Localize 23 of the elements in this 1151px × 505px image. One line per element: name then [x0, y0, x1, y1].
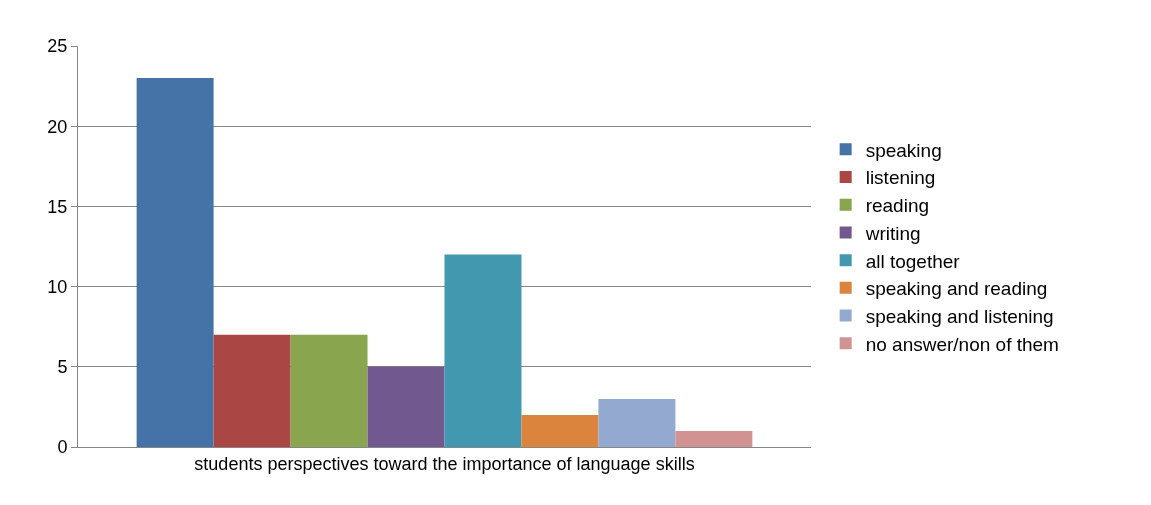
- bar: [521, 414, 599, 447]
- legend-label: speaking and listening: [865, 305, 1054, 327]
- bar: [290, 334, 368, 447]
- y-tick-label: 10: [47, 276, 68, 297]
- bar: [213, 334, 291, 447]
- legend-label: no answer/non of them: [865, 333, 1059, 355]
- bar: [444, 254, 522, 447]
- y-tick-label: 20: [47, 116, 68, 137]
- legend-label: speaking and reading: [865, 278, 1048, 300]
- legend-label: all together: [865, 250, 961, 272]
- y-tick-label: 0: [57, 437, 68, 458]
- y-tick-label: 15: [47, 196, 68, 217]
- legend-label: speaking: [865, 139, 942, 161]
- bar: [598, 398, 676, 447]
- bar: [136, 78, 214, 447]
- legend-label: writing: [864, 222, 921, 244]
- legend-label: listening: [865, 167, 936, 189]
- legend-label: reading: [865, 195, 930, 217]
- bar: [675, 430, 753, 447]
- y-tick-label: 5: [57, 357, 68, 378]
- x-tick-label: students perspectives toward the importance of language skills: [194, 453, 695, 474]
- y-tick-label: 25: [47, 36, 68, 57]
- bar: [367, 366, 445, 447]
